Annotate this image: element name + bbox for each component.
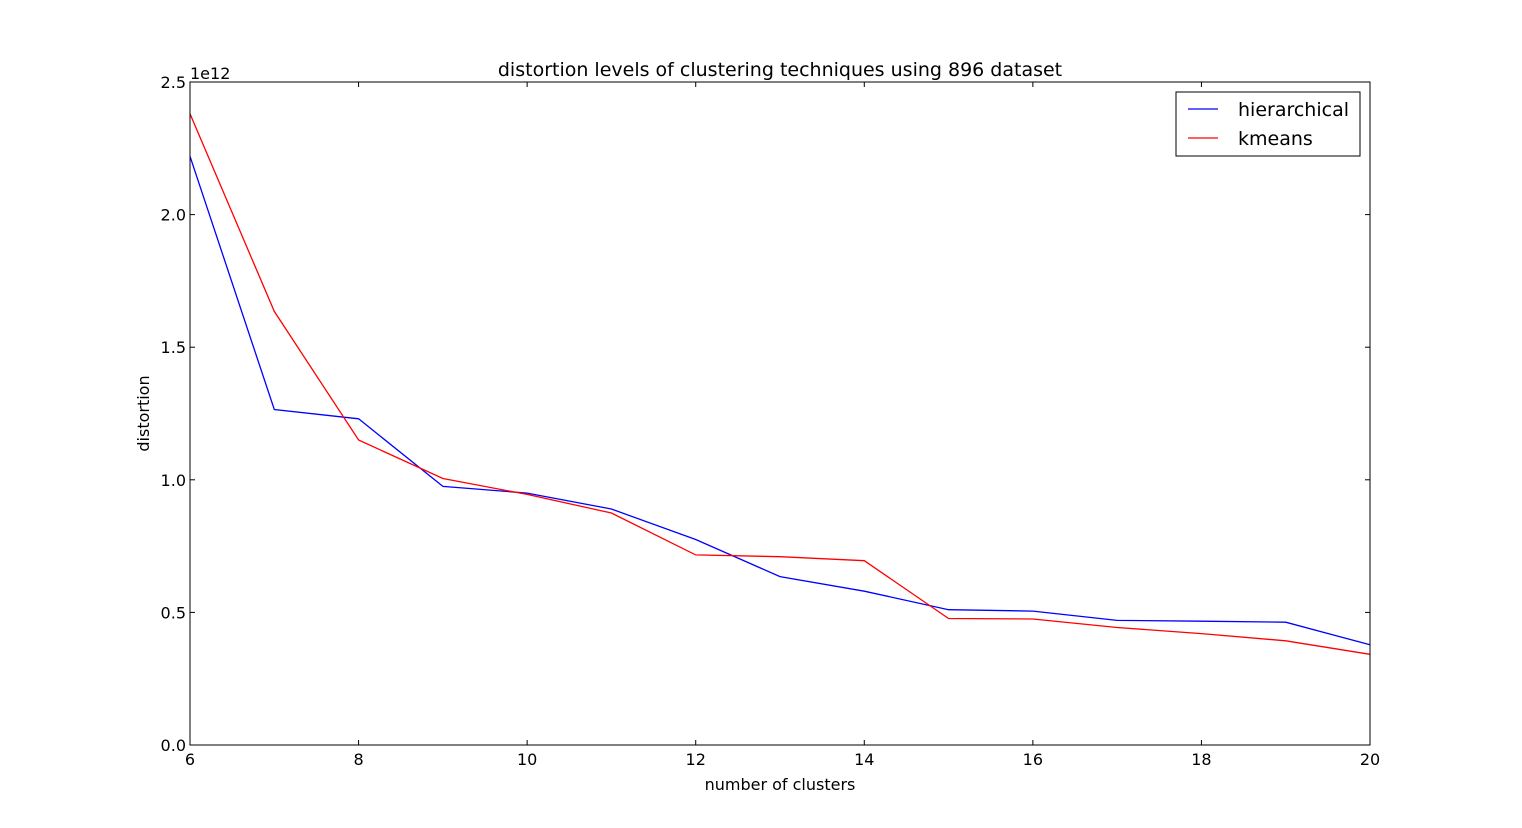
y-tick-label: 0.5 — [161, 603, 186, 622]
y-axis-scale-label: 1e12 — [190, 64, 230, 83]
legend-label-kmeans: kmeans — [1238, 128, 1313, 150]
series-line-kmeans — [189, 113, 1371, 655]
x-tick-label: 20 — [1360, 750, 1380, 769]
x-tick-label: 18 — [1191, 750, 1211, 769]
x-tick-label: 6 — [185, 750, 195, 769]
legend: hierarchical kmeans — [1175, 91, 1361, 157]
x-tick-label: 12 — [686, 750, 706, 769]
x-tick-label: 16 — [1023, 750, 1043, 769]
y-axis-title: distortion — [134, 375, 153, 451]
series-line-hierarchical — [189, 156, 1371, 646]
chart-title: distortion levels of clustering techniqu… — [498, 59, 1062, 81]
x-axis-title: number of clusters — [705, 775, 856, 794]
y-tick-label: 1.5 — [161, 338, 186, 357]
plot-frame — [189, 81, 1371, 746]
y-tick-label: 1.0 — [161, 471, 186, 490]
legend-box — [1175, 91, 1361, 157]
legend-label-hierarchical: hierarchical — [1238, 99, 1349, 121]
y-tick-label: 0.0 — [161, 736, 186, 755]
x-tick-label: 10 — [517, 750, 537, 769]
y-tick-label: 2.0 — [161, 206, 186, 225]
x-tick-label: 8 — [353, 750, 363, 769]
x-tick-label: 14 — [854, 750, 874, 769]
series-layer — [189, 113, 1371, 655]
y-tick-label: 2.5 — [161, 73, 186, 92]
ticks-layer: 6 8 10 12 14 16 18 20 0.0 0.5 1.0 1.5 2.0 2.5 — [161, 73, 1381, 769]
